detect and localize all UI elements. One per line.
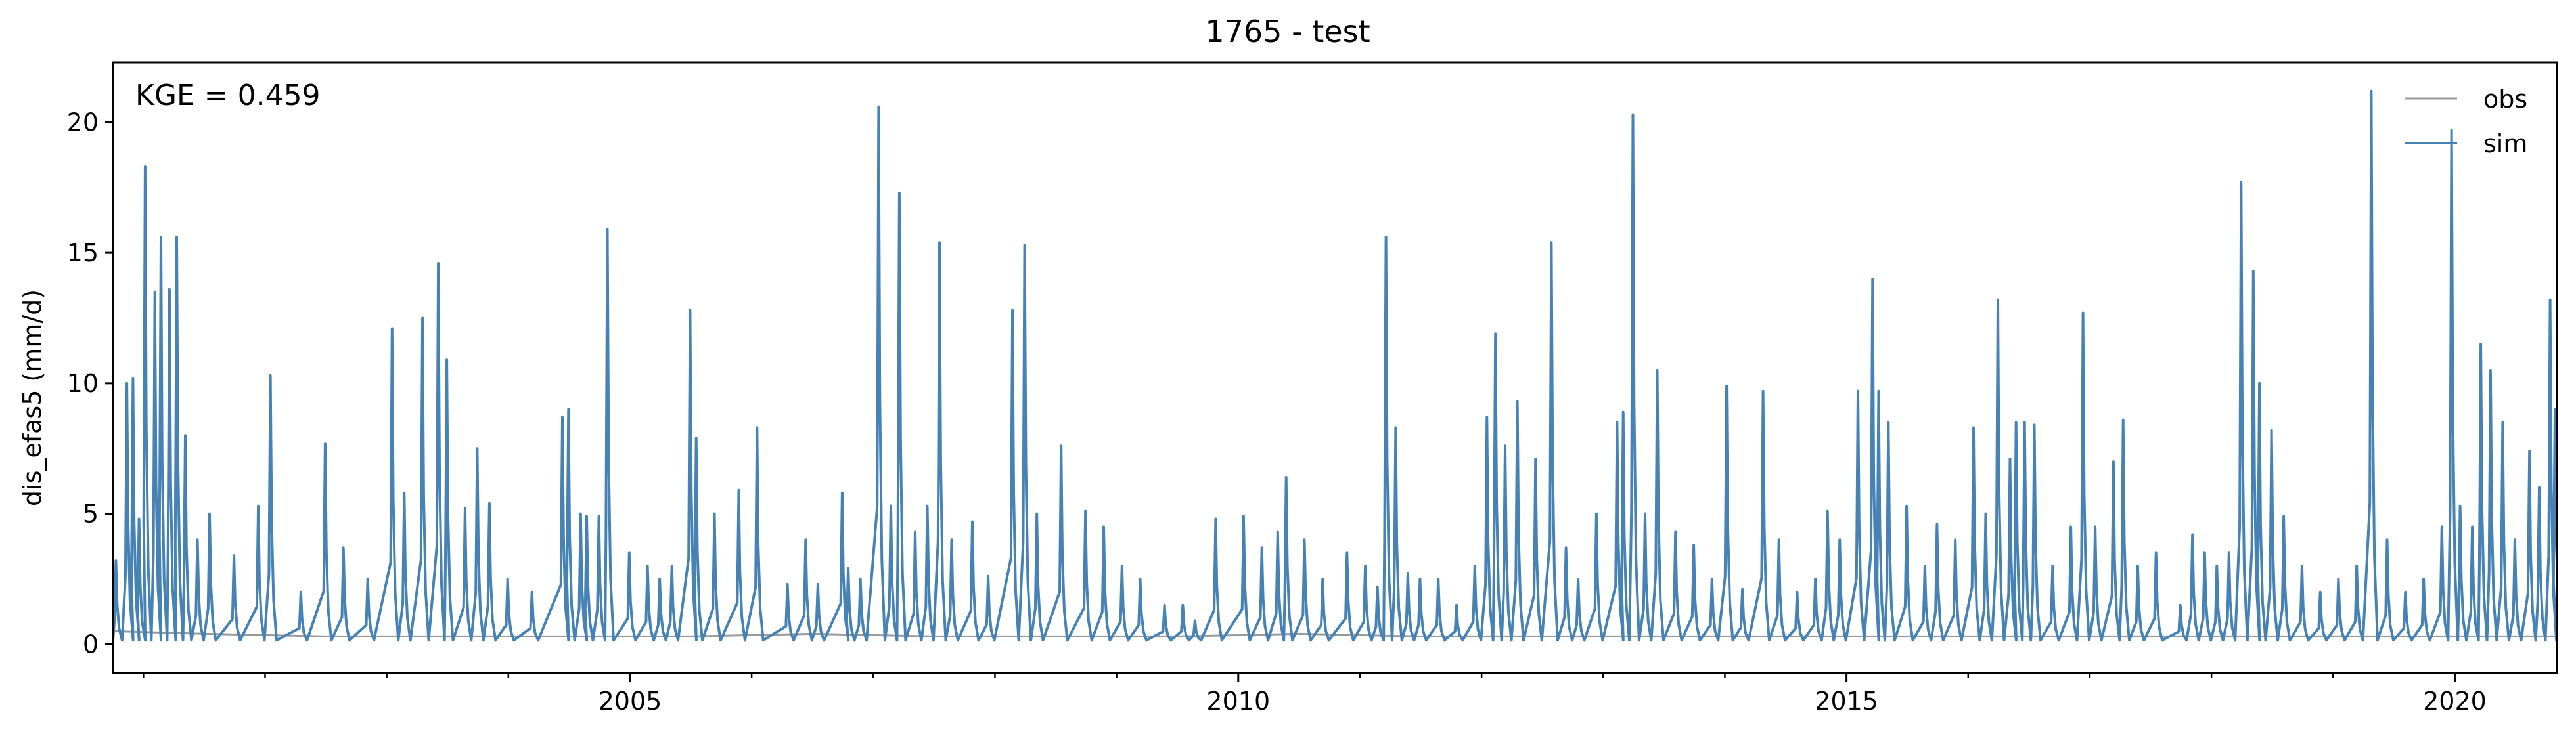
legend-label-sim: sim bbox=[2483, 129, 2527, 158]
x-tick-label: 2015 bbox=[1815, 687, 1878, 716]
y-tick-label: 0 bbox=[83, 630, 99, 658]
legend-label-obs: obs bbox=[2483, 85, 2527, 114]
y-axis-label: dis_efas5 (mm/d) bbox=[18, 290, 47, 506]
y-tick-label: 5 bbox=[83, 500, 99, 529]
series-line-sim bbox=[113, 89, 2557, 642]
x-tick-label: 2005 bbox=[599, 687, 662, 716]
plot-frame bbox=[112, 61, 2558, 674]
legend: obs sim bbox=[2405, 85, 2527, 158]
y-tick-label: 20 bbox=[67, 108, 99, 137]
plot-area: 0 5 10 15 20 2005 2010 2015 2020 bbox=[67, 61, 2558, 716]
series-line-obs bbox=[113, 630, 2557, 637]
x-tick-label: 2020 bbox=[2423, 687, 2487, 716]
kge-annotation: KGE = 0.459 bbox=[135, 79, 321, 112]
x-tick-label: 2010 bbox=[1206, 687, 1270, 716]
y-tick-label: 10 bbox=[67, 369, 99, 398]
chart-title: 1765 - test bbox=[1205, 14, 1370, 49]
y-tick-label: 15 bbox=[67, 238, 99, 267]
